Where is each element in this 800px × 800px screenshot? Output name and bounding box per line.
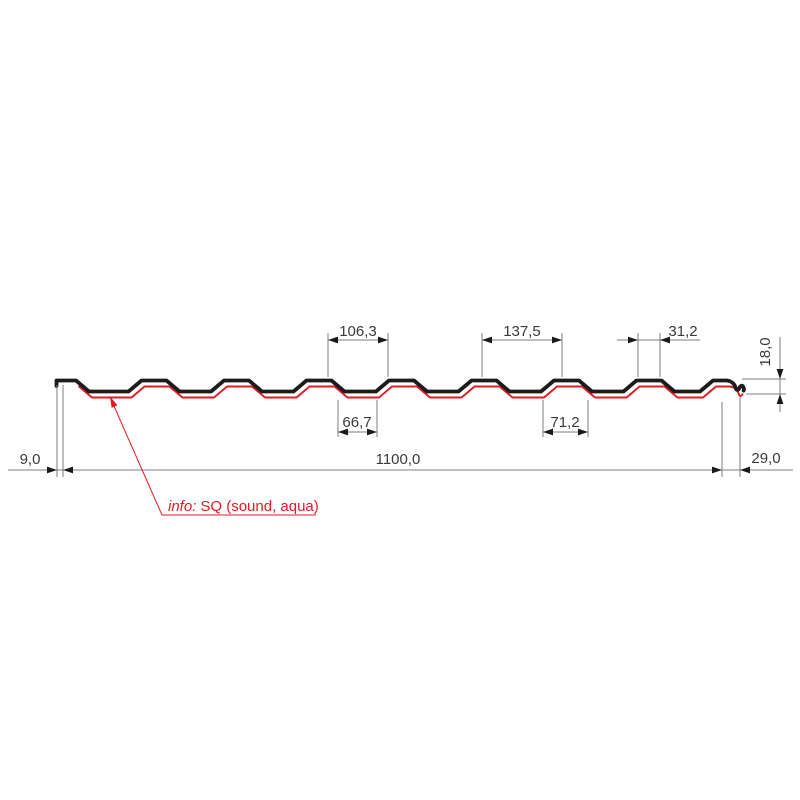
- info-annotation: info: SQ (sound, aqua): [109, 396, 319, 516]
- info-label: info: SQ (sound, aqua): [168, 498, 319, 515]
- dim-label-9-0: 9,0: [20, 451, 41, 468]
- dim-label-106-3: 106,3: [339, 323, 377, 340]
- dim-rib-base-width: 71,2: [542, 400, 589, 437]
- dim-label-137-5: 137,5: [503, 323, 541, 340]
- dim-label-31-2: 31,2: [668, 323, 697, 340]
- dim-rib-spacing-a: 106,3: [327, 323, 389, 377]
- dim-profile-height: 18,0: [742, 337, 786, 412]
- dim-rib-top-width: 31,2: [617, 323, 700, 377]
- dim-valley-width-a: 66,7: [337, 400, 378, 437]
- profile-underside-line: [78, 385, 744, 399]
- dim-label-18-0: 18,0: [757, 337, 774, 366]
- dim-overall-widths: 9,0 1100,0 29,0: [8, 385, 793, 477]
- dim-rib-spacing-b: 137,5: [481, 323, 563, 377]
- dim-label-71-2: 71,2: [550, 414, 579, 431]
- info-label-prefix: info:: [168, 498, 196, 515]
- profile-sheet: [54, 378, 746, 399]
- info-leader-line: [109, 396, 316, 516]
- profile-outline: [54, 378, 746, 394]
- dim-label-66-7: 66,7: [342, 414, 371, 431]
- info-leader-arrow-icon: [110, 396, 118, 408]
- info-label-text: SQ (sound, aqua): [200, 498, 318, 515]
- dim-label-29-0: 29,0: [751, 450, 780, 467]
- dim-label-1100-0: 1100,0: [376, 451, 421, 468]
